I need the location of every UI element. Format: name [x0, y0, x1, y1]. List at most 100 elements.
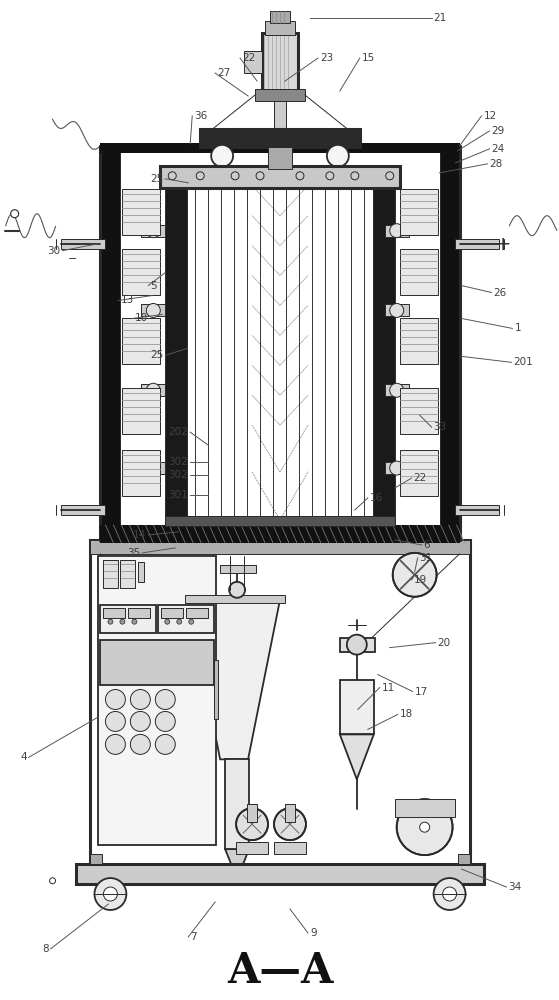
Circle shape: [108, 619, 113, 624]
Text: 15: 15: [362, 53, 375, 63]
Bar: [122, 189, 160, 235]
Circle shape: [393, 553, 437, 597]
Circle shape: [132, 619, 137, 624]
Bar: [103, 560, 119, 588]
Text: 301: 301: [168, 490, 188, 500]
Circle shape: [443, 887, 457, 901]
Circle shape: [229, 582, 245, 598]
Text: 30: 30: [48, 246, 60, 256]
Bar: [60, 505, 106, 515]
Bar: [454, 505, 499, 515]
Circle shape: [420, 822, 430, 832]
Bar: [385, 225, 409, 237]
Text: 29: 29: [491, 126, 505, 136]
Bar: [270, 11, 290, 23]
Text: 31: 31: [420, 553, 433, 563]
Circle shape: [386, 172, 394, 180]
Circle shape: [106, 734, 125, 754]
Bar: [400, 249, 438, 295]
Text: 25: 25: [150, 350, 163, 360]
Text: 36: 36: [194, 111, 207, 121]
Text: 22: 22: [242, 53, 255, 63]
Bar: [122, 450, 160, 496]
Text: 26: 26: [494, 288, 506, 298]
Circle shape: [130, 734, 150, 754]
Bar: [373, 176, 395, 520]
Circle shape: [155, 711, 176, 731]
Bar: [122, 318, 160, 364]
Text: 10: 10: [134, 313, 148, 323]
Text: 6: 6: [424, 540, 430, 550]
Text: 1: 1: [514, 323, 521, 333]
Bar: [285, 804, 295, 822]
Text: 201: 201: [513, 357, 533, 367]
Bar: [165, 176, 395, 186]
Bar: [385, 462, 409, 474]
Circle shape: [390, 224, 404, 238]
Circle shape: [120, 619, 125, 624]
Circle shape: [155, 690, 176, 709]
Text: 8: 8: [42, 944, 49, 954]
Text: 22: 22: [414, 473, 427, 483]
Bar: [98, 556, 216, 845]
Bar: [138, 562, 144, 582]
Circle shape: [347, 635, 367, 655]
Text: 5: 5: [150, 281, 157, 291]
Circle shape: [130, 690, 150, 709]
Bar: [244, 51, 262, 73]
Text: 9: 9: [310, 928, 316, 938]
Text: −: −: [64, 235, 80, 254]
Circle shape: [296, 172, 304, 180]
Circle shape: [106, 711, 125, 731]
Circle shape: [146, 224, 160, 238]
Bar: [400, 189, 438, 235]
Bar: [268, 147, 292, 169]
Text: 17: 17: [415, 687, 428, 697]
Bar: [141, 462, 165, 474]
Text: 16: 16: [369, 493, 383, 503]
Bar: [214, 660, 218, 719]
Bar: [247, 804, 257, 822]
Bar: [220, 565, 256, 573]
Text: 13: 13: [120, 295, 134, 305]
Circle shape: [130, 711, 150, 731]
Text: 302: 302: [168, 470, 188, 480]
Bar: [75, 864, 485, 884]
Bar: [186, 608, 208, 618]
Bar: [340, 638, 375, 652]
Bar: [129, 608, 150, 618]
Text: 23: 23: [320, 53, 333, 63]
Polygon shape: [402, 827, 425, 846]
Circle shape: [94, 878, 126, 910]
Bar: [255, 89, 305, 101]
Bar: [200, 129, 360, 147]
Text: 33: 33: [434, 422, 447, 432]
Circle shape: [351, 172, 359, 180]
Text: +: +: [495, 235, 511, 254]
Circle shape: [256, 172, 264, 180]
Bar: [122, 249, 160, 295]
Circle shape: [106, 690, 125, 709]
Circle shape: [146, 383, 160, 397]
Bar: [101, 640, 214, 685]
Bar: [101, 525, 459, 543]
Text: 7: 7: [190, 932, 197, 942]
Text: 11: 11: [382, 683, 395, 693]
Circle shape: [146, 461, 160, 475]
Bar: [60, 239, 106, 249]
Circle shape: [189, 619, 194, 624]
Bar: [101, 605, 157, 633]
Bar: [160, 166, 400, 188]
Text: 28: 28: [490, 159, 503, 169]
Text: 19: 19: [414, 575, 427, 585]
Polygon shape: [425, 827, 447, 846]
Polygon shape: [340, 734, 374, 779]
Bar: [162, 608, 183, 618]
Bar: [340, 680, 374, 734]
Circle shape: [155, 734, 176, 754]
Bar: [91, 854, 102, 864]
Polygon shape: [188, 600, 280, 759]
Bar: [120, 560, 135, 588]
Bar: [141, 304, 165, 316]
Text: 24: 24: [491, 144, 505, 154]
